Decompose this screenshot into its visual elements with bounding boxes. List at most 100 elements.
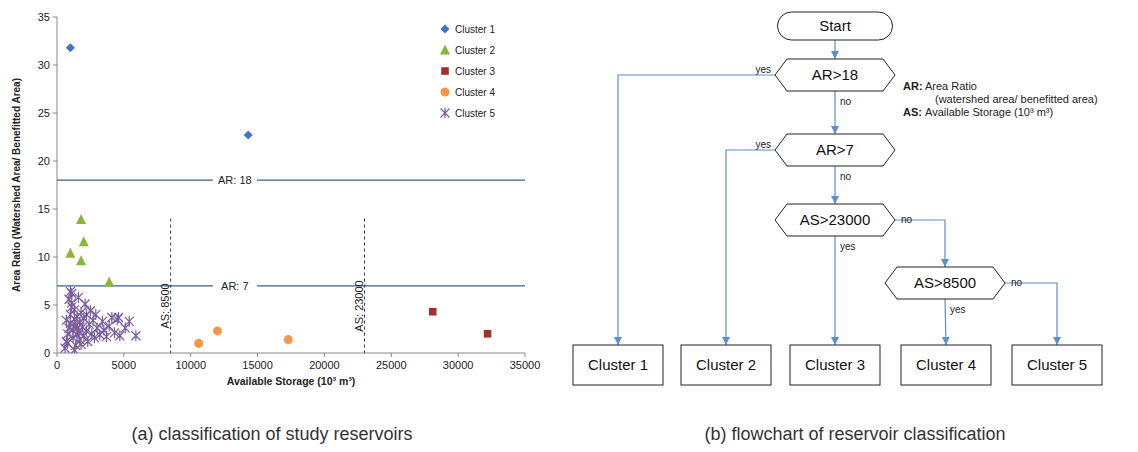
y-tick-label: 0: [44, 347, 50, 359]
marks: [61, 43, 492, 353]
edge: [834, 40, 835, 59]
legend-label: Cluster 4: [455, 87, 495, 98]
edge: [834, 166, 835, 204]
ref-label: AR: 18: [218, 174, 252, 186]
caption: (b) flowchart of reservoir classificatio…: [704, 424, 1005, 444]
point: [65, 248, 75, 258]
point: [194, 339, 203, 348]
glossary-term: AS:: [903, 106, 922, 118]
edge: [895, 220, 945, 267]
y-tick-label: 35: [38, 11, 50, 23]
series: [66, 43, 253, 139]
glossary: AR:Area Ratio(watershed area/ benefitted…: [903, 80, 1098, 118]
ref-label-bg: [213, 173, 257, 186]
x-tick: [190, 353, 191, 357]
y-tick-label: 30: [38, 59, 50, 71]
point: [76, 214, 86, 224]
point: [114, 312, 123, 323]
x-tick-label: 5000: [112, 359, 136, 371]
node-label: Start: [819, 17, 852, 34]
series: [61, 286, 141, 353]
y-tick: [53, 305, 57, 306]
process-node: [901, 345, 991, 385]
x-tick: [525, 353, 526, 357]
edge-label: yes: [840, 241, 856, 252]
point: [429, 308, 437, 316]
y-tick: [53, 17, 57, 18]
point: [115, 330, 124, 341]
node-label: Cluster 1: [588, 356, 648, 373]
glossary-term: AR:: [903, 80, 923, 92]
edge-label: yes: [755, 139, 771, 150]
x-tick: [458, 353, 459, 357]
glossary-text: (watershed area/ benefitted area): [935, 93, 1098, 105]
y-tick-label: 15: [38, 203, 50, 215]
y-tick-label: 10: [38, 251, 50, 263]
x-tick-label: 10000: [175, 359, 206, 371]
point: [131, 330, 140, 341]
x-axis: [57, 353, 525, 354]
point: [102, 331, 111, 342]
point: [62, 315, 71, 326]
y-tick: [53, 209, 57, 210]
y-tick-label: 5: [44, 299, 50, 311]
edges: yesnoyesnoyesnoyesno: [618, 40, 1057, 345]
node-label: AR>7: [816, 141, 854, 158]
nodes: StartAR>18AR>7AS>23000AS>8500Cluster 1Cl…: [573, 12, 1102, 385]
x-tick-label: 30000: [443, 359, 474, 371]
edge-label: no: [1011, 277, 1023, 288]
decision-node: [775, 134, 895, 166]
legend-label: Cluster 1: [455, 24, 495, 35]
point: [284, 335, 293, 344]
edge: [726, 150, 775, 345]
legend-label: Cluster 3: [455, 66, 495, 77]
x-tick: [324, 353, 325, 357]
legend-marker: [441, 88, 450, 97]
point: [125, 316, 134, 327]
y-tick: [53, 113, 57, 114]
ref-label: AS: 8500: [159, 283, 171, 328]
point: [77, 339, 86, 350]
reference-labels: AR: 18AR: 7AS: 8500AS: 23000: [159, 173, 365, 331]
series: [429, 308, 491, 338]
y-axis: [57, 17, 58, 353]
point: [67, 301, 76, 312]
edge: [618, 75, 775, 345]
ref-label-bg: [213, 279, 257, 292]
edge: [1005, 283, 1057, 345]
point: [484, 330, 492, 338]
legend-marker: [441, 25, 450, 34]
y-tick-label: 25: [38, 107, 50, 119]
point: [244, 131, 253, 140]
edge-label: yes: [950, 304, 966, 315]
process-node: [681, 345, 771, 385]
reference-lines: [57, 180, 525, 353]
x-tick-label: 20000: [309, 359, 340, 371]
ref-line-y: [57, 285, 525, 286]
legend-marker: [440, 45, 450, 55]
point: [66, 43, 75, 52]
caption: (a) classification of study reservoirs: [131, 424, 412, 444]
x-tick: [391, 353, 392, 357]
decision-node: [775, 59, 895, 91]
node-label: Cluster 2: [696, 356, 756, 373]
y-tick: [53, 65, 57, 66]
process-node: [790, 345, 880, 385]
edge-label: no: [840, 96, 852, 107]
glossary-text: Area Ratio: [925, 80, 977, 92]
point: [73, 323, 82, 334]
series: [194, 326, 293, 347]
y-tick: [53, 161, 57, 162]
point: [79, 236, 89, 246]
ref-label: AS: 23000: [353, 280, 365, 331]
process-node: [573, 345, 663, 385]
glossary-text: Available Storage (10³ m³): [925, 106, 1053, 118]
point: [104, 276, 114, 286]
node-label: AR>18: [812, 66, 858, 83]
node-label: Cluster 3: [805, 356, 865, 373]
point: [213, 326, 222, 335]
legend-marker: [441, 108, 450, 119]
edge: [834, 91, 835, 134]
edge: [945, 299, 946, 345]
node-label: Cluster 4: [916, 356, 976, 373]
